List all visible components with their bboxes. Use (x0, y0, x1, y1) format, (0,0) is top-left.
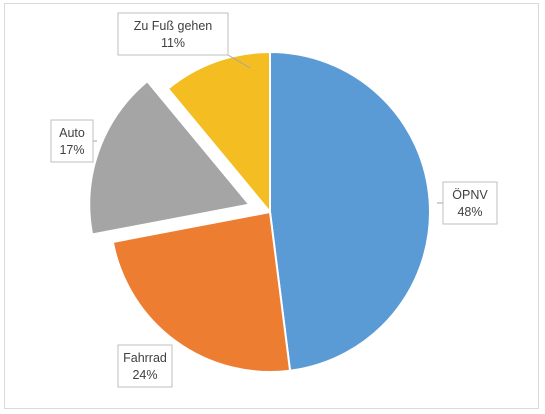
pie-slice-zu-fuß-gehen (166, 50, 271, 215)
data-label: Zu Fuß gehen 11% (117, 12, 229, 56)
leader-line (227, 54, 251, 69)
data-label: Auto 17% (50, 119, 94, 163)
label-box (50, 119, 94, 163)
pie-slice-fahrrad (111, 210, 292, 373)
pie-slice-öpnv (269, 50, 431, 372)
slice-category-label: Zu Fuß gehen (134, 19, 213, 33)
pie-slice-auto (88, 79, 252, 236)
slice-value-label: 17% (59, 143, 84, 157)
label-box (442, 181, 498, 225)
label-box (117, 12, 229, 56)
label-box (117, 344, 173, 388)
data-labels: ÖPNV 48% Fahrrad 24% Auto 17% Zu Fuß gehen 11% (50, 12, 498, 388)
leader-lines (93, 54, 443, 204)
slice-category-label: Auto (59, 126, 85, 140)
slice-value-label: 11% (161, 36, 185, 50)
pie-slices (88, 50, 431, 373)
data-label: ÖPNV 48% (442, 181, 498, 225)
slice-value-label: 24% (132, 368, 157, 382)
slice-category-label: ÖPNV (452, 188, 488, 202)
slice-category-label: Fahrrad (123, 351, 167, 365)
slice-value-label: 48% (457, 205, 482, 219)
data-label: Fahrrad 24% (117, 344, 173, 388)
